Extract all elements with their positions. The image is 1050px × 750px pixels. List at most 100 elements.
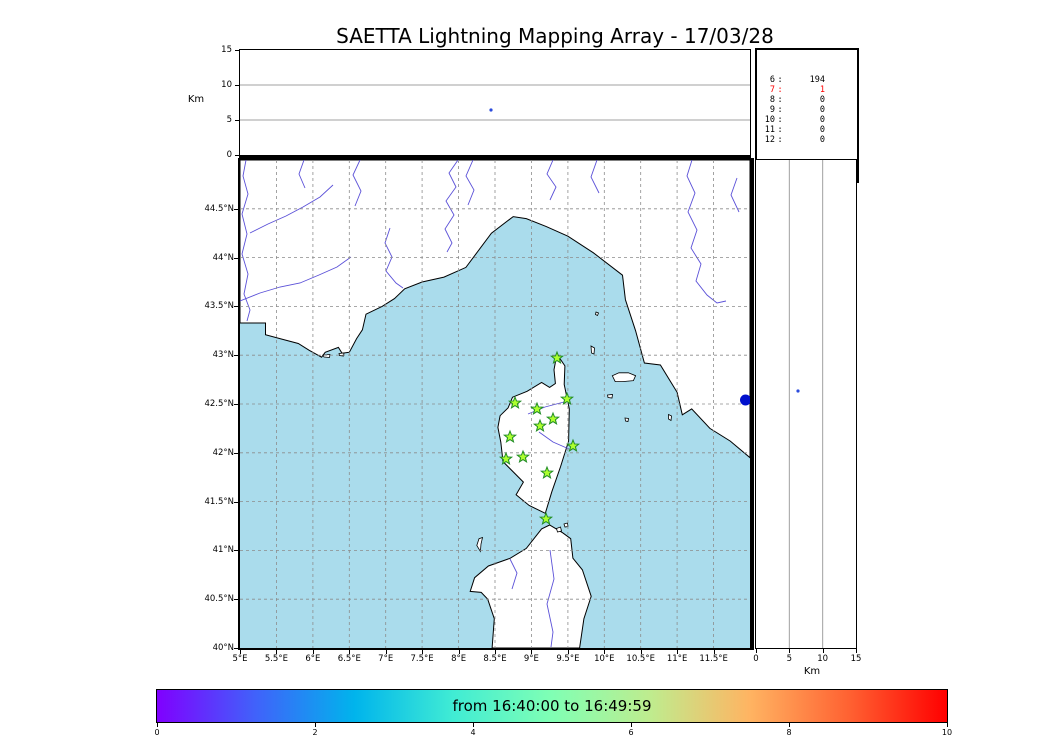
longitude-tick-label: 6.5°E: [337, 654, 361, 664]
longitude-tick-label: 11°E: [666, 654, 688, 664]
colorbar-tick-mark: [947, 723, 948, 727]
latitude-tick-mark: [234, 648, 238, 649]
separator: :: [777, 95, 783, 105]
longitude-tick-label: 10.5°E: [626, 654, 655, 664]
altitude-bin: 9: [769, 105, 775, 115]
separator: :: [777, 75, 783, 85]
altitude-source-count-row: 9: 0: [757, 105, 857, 115]
lma-station-marker: [565, 438, 581, 452]
altitude-bin: 8: [769, 95, 775, 105]
altitude-axis-unit-label: Km: [187, 94, 205, 105]
altitude-bin: 10: [764, 115, 775, 125]
longitude-tick-label: 8°E: [451, 654, 467, 664]
river: [730, 177, 740, 213]
longitude-tick-label: 5°E: [232, 654, 248, 664]
altitude-source-count-row: 7: 1: [757, 85, 857, 95]
longitude-tick-mark: [531, 650, 533, 654]
source-count: 1: [819, 85, 825, 95]
source-count: 194: [809, 75, 825, 85]
lma-station-marker: [498, 451, 514, 465]
longitude-tick-label: 11.5°E: [699, 654, 728, 664]
longitude-tick-label: 9.5°E: [556, 654, 580, 664]
altitude-tick-mark: [235, 155, 239, 156]
lma-station-marker: [559, 391, 575, 405]
longitude-tick-mark: [240, 650, 241, 654]
latitude-tick-label: 42°N: [212, 447, 234, 458]
separator: :: [777, 135, 783, 145]
lma-station-marker: [507, 395, 523, 409]
latitude-tick-label: 44.5°N: [204, 203, 234, 214]
latitude-tick-mark: [234, 306, 238, 308]
lma-station-marker: [545, 411, 561, 425]
island: [476, 536, 484, 553]
latitude-tick-mark: [234, 501, 238, 503]
lma-station-marker: [515, 449, 531, 463]
river: [590, 160, 600, 194]
map-plot: [240, 160, 750, 648]
longitude-tick-mark: [640, 650, 642, 654]
latitude-tick-label: 43°N: [212, 350, 234, 361]
lightning-source-dot: [489, 108, 493, 112]
altitude-tick-mark: [822, 649, 824, 653]
river: [538, 431, 570, 450]
separator: :: [777, 125, 783, 135]
altitude-tick-label: 10: [817, 654, 829, 664]
latitude-tick-label: 40.5°N: [204, 594, 234, 605]
altitude-tick-label: 10: [221, 80, 232, 90]
river: [249, 184, 334, 234]
colorbar: from 16:40:00 to 16:49:59: [156, 689, 948, 723]
river: [444, 160, 459, 253]
altitude-bin: 11: [764, 125, 775, 135]
altitude-longitude-panel: [239, 49, 751, 158]
altitude-bin: 12: [764, 135, 775, 145]
latitude-tick-mark: [234, 355, 238, 357]
island: [607, 394, 613, 399]
altitude-bin: 7: [769, 85, 775, 95]
altitude-source-count-row: 12: 0: [757, 135, 857, 145]
longitude-tick-label: 8.5°E: [483, 654, 507, 664]
separator: :: [777, 115, 783, 125]
figure-title: SAETTA Lightning Mapping Array - 17/03/2…: [336, 24, 774, 48]
longitude-tick-mark: [567, 650, 569, 654]
colorbar-tick-mark: [157, 723, 158, 727]
river: [241, 160, 251, 322]
longitude-tick-mark: [349, 650, 351, 654]
altitude-tick-mark: [856, 649, 857, 653]
latitude-tick-label: 42.5°N: [204, 399, 234, 409]
island: [624, 417, 629, 422]
source-count: 0: [819, 135, 825, 145]
longitude-tick-mark: [276, 650, 278, 654]
lightning-source-dot: [740, 394, 750, 406]
colorbar-tick-label: 10: [941, 728, 953, 737]
river: [509, 558, 518, 590]
latitude-tick-label: 40°N: [212, 643, 234, 653]
longitude-tick-mark: [312, 650, 314, 654]
colorbar-tick-mark: [789, 723, 790, 727]
altitude-source-count-row: 10: 0: [757, 115, 857, 125]
longitude-tick-mark: [385, 650, 387, 654]
separator: :: [777, 105, 783, 115]
river: [465, 160, 475, 206]
source-count: 0: [819, 105, 825, 115]
island: [563, 522, 569, 528]
altitude-tick-label: 15: [850, 654, 862, 664]
longitude-tick-mark: [677, 650, 679, 654]
river: [686, 160, 727, 304]
latitude-tick-mark: [234, 404, 238, 405]
altitude-tick-mark: [235, 50, 239, 51]
river: [546, 549, 555, 648]
island: [668, 413, 672, 422]
lma-station-marker: [538, 511, 554, 525]
altitude-tick-mark: [235, 120, 239, 121]
map-panel: [238, 158, 754, 650]
altitude-tick-label: 5: [226, 115, 232, 125]
altitude-tick-mark: [789, 649, 791, 653]
island: [611, 372, 637, 382]
longitude-tick-label: 5.5°E: [264, 654, 288, 664]
source-count: 0: [819, 95, 825, 105]
altitude-source-count-row: 8: 0: [757, 95, 857, 105]
longitude-tick-mark: [458, 650, 460, 654]
longitude-tick-label: 6°E: [305, 654, 321, 664]
island: [590, 345, 595, 355]
